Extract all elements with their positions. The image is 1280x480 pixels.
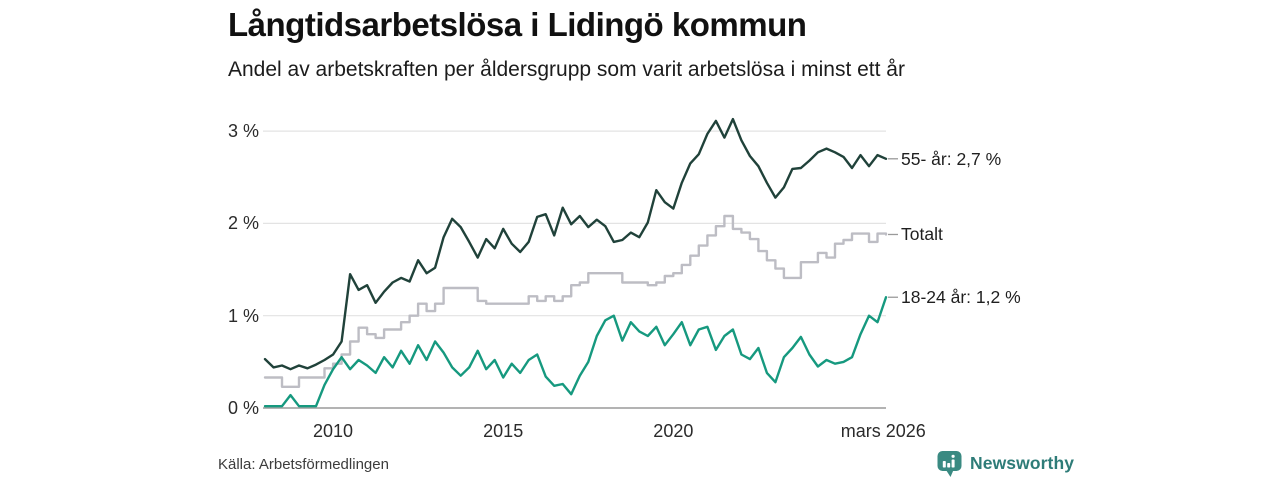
chart-title: Långtidsarbetslösa i Lidingö kommun <box>228 6 807 43</box>
brand-name: Newsworthy <box>970 453 1075 473</box>
y-tick-label: 2 % <box>227 213 259 234</box>
series-end-label: 55- år: 2,7 % <box>901 148 1002 169</box>
x-tick-label: 2010 <box>313 421 354 441</box>
x-tick-label: 2020 <box>653 421 694 441</box>
y-tick-label: 0 % <box>227 398 259 418</box>
x-tick-label: mars 2026 <box>840 421 926 441</box>
y-tick-label: 1 % <box>227 305 259 326</box>
chart-subtitle: Andel av arbetskraften per åldersgrupp s… <box>228 58 905 81</box>
series-end-label: 18-24 år: 1,2 % <box>901 287 1021 308</box>
y-tick-label: 3 % <box>227 121 259 142</box>
newsworthy-bubble-chart-icon <box>937 451 962 477</box>
series-line-Totalt <box>263 214 888 388</box>
brand-logo: Newsworthy <box>936 450 1074 477</box>
series-line-18-24-r <box>263 296 888 408</box>
series-end-label: Totalt <box>901 224 943 245</box>
series-line-55-r <box>263 117 888 371</box>
x-tick-label: 2015 <box>483 421 524 441</box>
source-note: Källa: Arbetsförmedlingen <box>218 456 389 473</box>
